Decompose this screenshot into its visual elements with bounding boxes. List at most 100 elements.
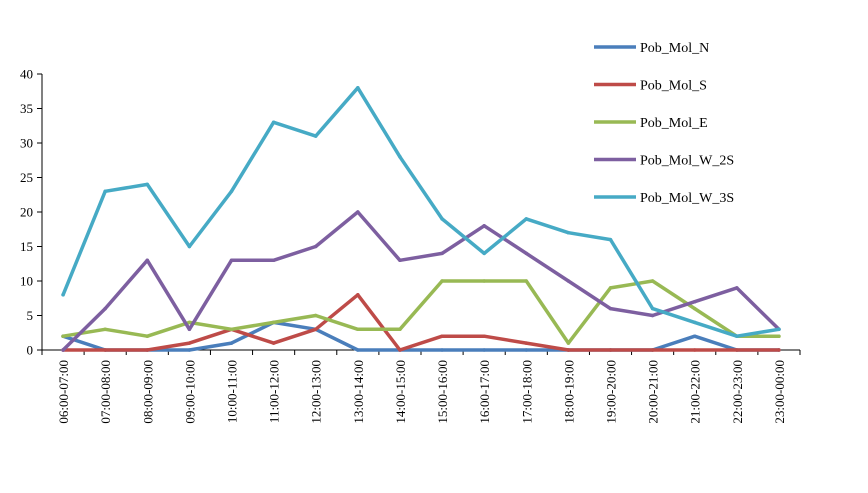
data-point bbox=[103, 348, 107, 352]
data-point bbox=[61, 348, 65, 352]
data-point bbox=[566, 279, 571, 283]
data-point bbox=[440, 251, 444, 256]
y-tick-label: 15 bbox=[20, 239, 33, 254]
x-tick-label: 13:00-14:00 bbox=[351, 360, 366, 424]
data-point bbox=[692, 348, 697, 352]
data-point bbox=[524, 251, 529, 256]
data-point bbox=[608, 306, 613, 311]
data-point bbox=[271, 258, 276, 263]
data-point bbox=[692, 299, 697, 304]
y-tick-label: 20 bbox=[20, 205, 33, 220]
legend-label: Pob_Mol_W_2S bbox=[640, 154, 734, 169]
data-point bbox=[271, 320, 276, 325]
series-line-pob-mol-w-2s bbox=[61, 210, 781, 352]
data-point bbox=[482, 251, 486, 256]
data-point bbox=[524, 348, 529, 352]
data-point bbox=[777, 348, 781, 352]
data-point bbox=[271, 120, 276, 125]
data-point bbox=[145, 334, 150, 338]
x-tick-label: 23:00-00:00 bbox=[772, 360, 787, 424]
data-point bbox=[187, 244, 192, 249]
y-tick-label: 10 bbox=[20, 274, 33, 289]
data-point bbox=[692, 334, 697, 338]
y-tick-label: 25 bbox=[20, 170, 33, 185]
data-point bbox=[692, 306, 697, 311]
x-tick-label: 18:00-19:00 bbox=[561, 360, 576, 424]
data-point bbox=[524, 341, 529, 345]
x-tick-label: 12:00-13:00 bbox=[309, 360, 324, 424]
chart-axes: 0 5 10 15 20 25 30 35 40 06:00-07:00 07:00-08:00 08… bbox=[20, 67, 801, 424]
data-point bbox=[229, 341, 234, 345]
data-point bbox=[735, 334, 739, 338]
data-point bbox=[313, 134, 318, 138]
x-tick-label: 19:00-20:00 bbox=[604, 360, 619, 424]
data-point bbox=[608, 286, 613, 290]
data-point bbox=[356, 210, 360, 214]
data-point bbox=[187, 320, 192, 325]
y-tick-label: 40 bbox=[20, 67, 33, 82]
y-tick-label: 0 bbox=[27, 343, 34, 358]
data-point bbox=[313, 244, 318, 249]
data-point bbox=[608, 348, 613, 352]
data-point bbox=[566, 230, 571, 235]
data-point bbox=[650, 313, 655, 318]
data-point bbox=[313, 327, 318, 332]
x-tick-label: 14:00-15:00 bbox=[393, 360, 408, 424]
data-point bbox=[229, 258, 234, 263]
series-line-pob-mol-e bbox=[61, 279, 781, 345]
series-line-pob-mol-s bbox=[61, 293, 781, 352]
data-point bbox=[229, 327, 234, 332]
data-point bbox=[356, 293, 360, 297]
data-point bbox=[566, 341, 571, 345]
x-tick-label: 11:00-12:00 bbox=[267, 360, 282, 423]
x-tick-label: 10:00-11:00 bbox=[225, 360, 240, 423]
data-point bbox=[482, 224, 486, 228]
x-tick-label: 21:00-22:00 bbox=[688, 360, 703, 424]
data-point bbox=[777, 334, 781, 338]
data-point bbox=[103, 306, 107, 311]
data-point bbox=[735, 286, 739, 290]
data-point bbox=[566, 348, 571, 352]
data-point bbox=[187, 341, 192, 345]
data-point bbox=[440, 334, 444, 338]
x-tick-label: 16:00-17:00 bbox=[477, 360, 492, 424]
x-tick-label: 17:00-18:00 bbox=[519, 360, 534, 424]
data-point bbox=[735, 348, 739, 352]
data-point bbox=[145, 182, 150, 187]
x-tick-label: 06:00-07:00 bbox=[56, 360, 71, 424]
data-point bbox=[61, 334, 65, 338]
legend-label: Pob_Mol_E bbox=[640, 116, 708, 131]
x-tick-label: 15:00-16:00 bbox=[435, 360, 450, 424]
legend-label: Pob_Mol_N bbox=[640, 41, 709, 56]
data-point bbox=[440, 279, 444, 283]
y-tick-label: 5 bbox=[27, 308, 34, 323]
series-line-pob-mol-n bbox=[61, 320, 781, 352]
data-point bbox=[61, 293, 65, 297]
data-point bbox=[398, 258, 402, 263]
data-point bbox=[187, 327, 192, 332]
data-point bbox=[356, 348, 360, 352]
y-tick-label: 35 bbox=[20, 101, 33, 116]
data-point bbox=[440, 348, 444, 352]
data-point bbox=[103, 189, 107, 194]
data-point bbox=[398, 155, 402, 159]
x-tick-label: 07:00-08:00 bbox=[98, 360, 113, 424]
data-point bbox=[356, 327, 360, 332]
data-point bbox=[103, 327, 107, 332]
data-point bbox=[271, 341, 276, 345]
data-point bbox=[229, 189, 234, 194]
data-point bbox=[313, 313, 318, 318]
data-point bbox=[524, 217, 529, 221]
data-point bbox=[650, 279, 655, 283]
data-point bbox=[524, 279, 529, 283]
data-point bbox=[650, 306, 655, 311]
legend-label: Pob_Mol_S bbox=[640, 79, 707, 94]
data-point bbox=[145, 348, 150, 352]
x-tick-label: 20:00-21:00 bbox=[646, 360, 661, 424]
data-point bbox=[187, 348, 192, 352]
series-lines bbox=[61, 86, 781, 352]
data-point bbox=[777, 327, 781, 332]
x-tick-label: 22:00-23:00 bbox=[730, 360, 745, 424]
data-point bbox=[650, 348, 655, 352]
